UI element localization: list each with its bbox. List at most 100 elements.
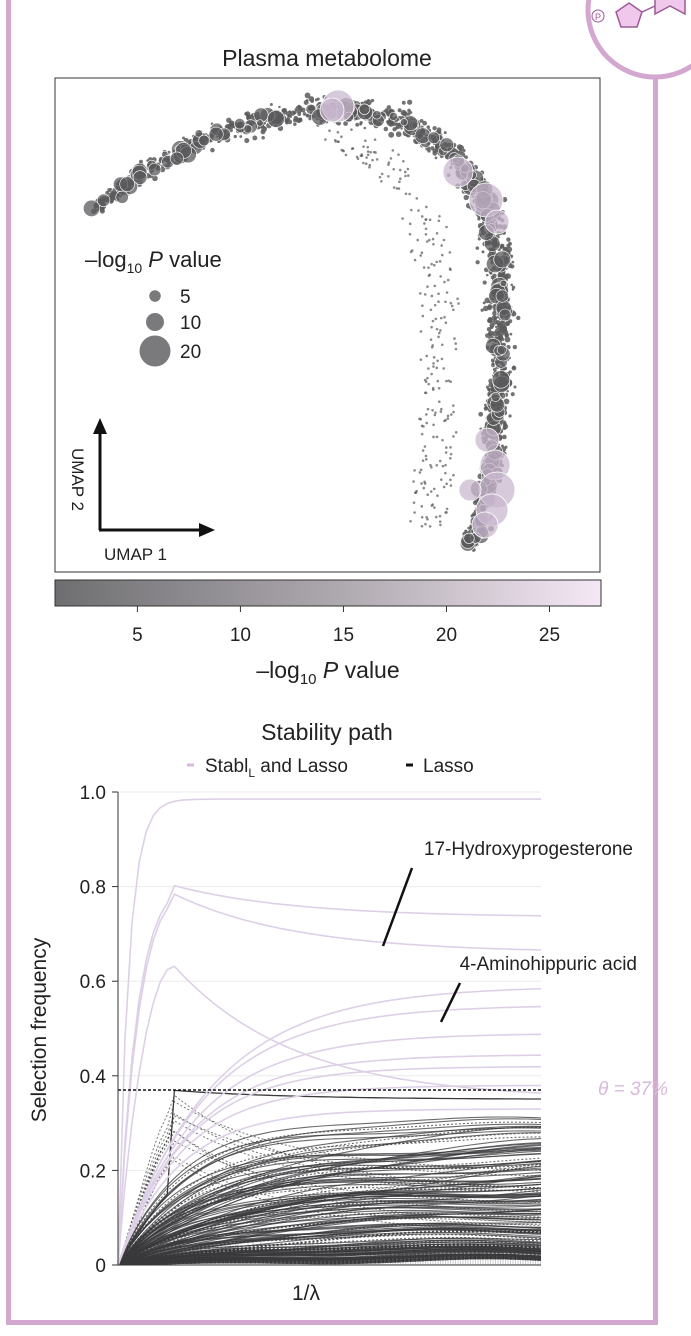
umap-point: [496, 322, 500, 326]
umap-point: [419, 330, 423, 333]
umap-point: [371, 158, 374, 162]
umap-point: [408, 222, 412, 226]
lasso-path: [117, 1191, 542, 1266]
umap-point: [425, 458, 428, 461]
umap-point: [395, 187, 399, 190]
umap-point: [424, 391, 428, 395]
umap-point: [400, 118, 408, 127]
umap-point: [433, 284, 437, 288]
umap-point: [388, 131, 395, 138]
umap-point: [358, 103, 371, 115]
umap-point: [489, 325, 494, 330]
stabl-path: [117, 1065, 542, 1266]
umap-point: [449, 484, 453, 487]
umap-point: [438, 214, 441, 218]
umap-point: [429, 338, 433, 341]
y-tick-label: 0: [95, 1256, 106, 1277]
umap-point: [397, 187, 401, 190]
umap-point: [446, 278, 450, 282]
umap-point: [435, 366, 439, 370]
umap-point: [444, 300, 447, 304]
lasso-path: [117, 1126, 541, 1266]
umap-point: [198, 134, 210, 147]
stabl-path: [117, 987, 542, 1266]
umap-point: [449, 478, 452, 482]
umap-point: [429, 463, 432, 467]
stabl-path: [117, 893, 542, 1266]
umap-point: [493, 316, 498, 320]
umap-point: [437, 292, 440, 296]
umap-point: [426, 517, 429, 521]
lasso-path: [117, 1171, 542, 1266]
umap-point: [420, 482, 423, 485]
umap-point: [487, 316, 493, 322]
umap-point: [410, 208, 413, 212]
umap-xlabel: UMAP 1: [104, 545, 167, 564]
umap-point: [435, 463, 439, 467]
umap-point: [425, 413, 428, 416]
lasso-path: [117, 1231, 542, 1266]
umap-point: [487, 388, 491, 392]
umap-point: [407, 99, 413, 105]
lasso-path: [117, 1118, 542, 1266]
umap-point: [370, 98, 375, 103]
lasso-path: [117, 1146, 542, 1266]
umap-point: [431, 319, 435, 323]
umap-axis-arrows: [93, 418, 215, 537]
umap-point: [510, 392, 515, 397]
stabl-path: [117, 884, 542, 1266]
umap-point: [424, 522, 427, 526]
umap-point: [297, 117, 303, 123]
umap-point: [336, 130, 340, 134]
umap-point: [305, 99, 309, 102]
umap-point: [437, 300, 440, 303]
colorbar-ticks: 5 10 15 20 25: [132, 606, 560, 646]
umap-point: [414, 491, 418, 494]
umap-point: [210, 147, 215, 153]
umap-point: [342, 149, 345, 153]
colorbar-tick-label: 15: [333, 625, 354, 646]
lasso-path: [117, 1215, 542, 1266]
umap-point: [430, 294, 434, 298]
colorbar-tick-label: 20: [436, 625, 457, 646]
umap-point: [426, 376, 429, 380]
umap-point: [484, 403, 487, 407]
corner-badge-icon: P: [585, 0, 691, 80]
umap-point: [115, 190, 129, 204]
umap-point: [387, 174, 390, 178]
umap-point-highlight: [484, 209, 510, 235]
umap-point: [493, 250, 512, 269]
lasso-path: [117, 1187, 542, 1266]
umap-point: [425, 354, 429, 358]
lasso-path: [117, 1152, 542, 1266]
umap-point: [424, 380, 428, 384]
umap-point: [432, 362, 435, 365]
umap-point: [452, 473, 455, 477]
umap-point: [516, 315, 521, 321]
umap-point: [433, 413, 437, 417]
umap-point: [403, 170, 407, 174]
colorbar: [54, 579, 602, 607]
umap-point-highlight: [319, 97, 345, 123]
umap-point: [233, 117, 246, 130]
lasso-path: [117, 1121, 542, 1266]
umap-point: [389, 111, 398, 121]
umap-point: [499, 328, 504, 333]
umap-point: [429, 490, 433, 493]
umap-point: [402, 159, 405, 163]
umap-point: [324, 138, 327, 141]
umap-point: [397, 153, 400, 156]
umap-point: [252, 135, 258, 141]
size-legend: 5 10 20: [139, 287, 201, 367]
lasso-path: [117, 1113, 542, 1266]
umap-point: [427, 131, 441, 144]
umap-point: [440, 407, 443, 411]
umap-point: [452, 410, 455, 414]
umap-point: [421, 304, 424, 308]
umap-point: [422, 425, 425, 428]
size-legend-circle: [149, 290, 161, 302]
umap-point: [452, 404, 455, 407]
umap-point: [83, 199, 101, 217]
umap-point: [297, 105, 303, 111]
size-legend-circle: [146, 313, 164, 331]
